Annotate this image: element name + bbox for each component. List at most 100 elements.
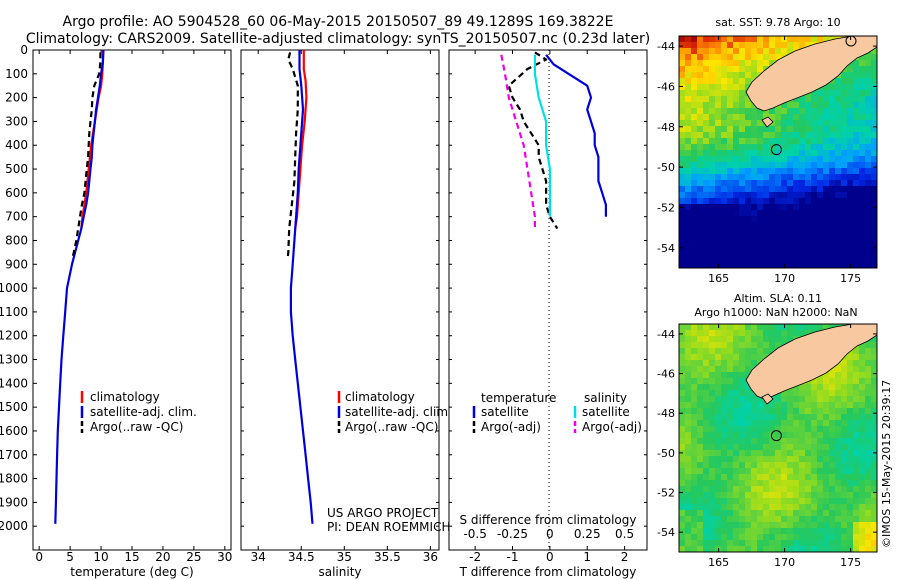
heatmap-cell bbox=[697, 252, 704, 259]
heatmap-cell bbox=[835, 240, 842, 247]
heatmap-cell bbox=[703, 408, 710, 415]
heatmap-cell bbox=[787, 480, 794, 487]
heatmap-cell bbox=[823, 372, 830, 379]
heatmap-cell bbox=[775, 180, 782, 187]
heatmap-cell bbox=[871, 438, 877, 445]
heatmap-cell bbox=[679, 432, 686, 439]
heatmap-cell bbox=[865, 390, 872, 397]
heatmap-cell bbox=[715, 126, 722, 133]
heatmap-cell bbox=[781, 156, 788, 163]
heatmap-cell bbox=[721, 114, 728, 121]
heatmap-cell bbox=[757, 60, 764, 67]
heatmap-cell bbox=[697, 174, 704, 181]
heatmap-cell bbox=[859, 192, 866, 199]
heatmap-cell bbox=[757, 234, 764, 241]
heatmap-cell bbox=[721, 492, 728, 499]
heatmap-cell bbox=[805, 450, 812, 457]
heatmap-cell bbox=[805, 492, 812, 499]
heatmap-cell bbox=[823, 222, 830, 229]
heatmap-cell bbox=[841, 90, 848, 97]
heatmap-cell bbox=[781, 204, 788, 211]
heatmap-cell bbox=[865, 384, 872, 391]
heatmap-cell bbox=[781, 258, 788, 265]
heatmap-cell bbox=[781, 174, 788, 181]
heatmap-cell bbox=[709, 216, 716, 223]
heatmap-cell bbox=[835, 108, 842, 115]
s-tick-label: 0 bbox=[546, 527, 554, 541]
heatmap-cell bbox=[775, 498, 782, 505]
heatmap-cell bbox=[703, 546, 710, 552]
heatmap-cell bbox=[841, 408, 848, 415]
heatmap-cell bbox=[799, 126, 806, 133]
heatmap-cell bbox=[835, 426, 842, 433]
heatmap-cell bbox=[763, 162, 770, 169]
heatmap-cell bbox=[727, 132, 734, 139]
heatmap-cell bbox=[757, 132, 764, 139]
heatmap-cell bbox=[805, 192, 812, 199]
heatmap-cell bbox=[859, 132, 866, 139]
heatmap-cell bbox=[685, 60, 692, 67]
heatmap-cell bbox=[787, 468, 794, 475]
heatmap-cell bbox=[739, 66, 746, 73]
heatmap-cell bbox=[709, 186, 716, 193]
heatmap-cell bbox=[733, 36, 740, 43]
heatmap-cell bbox=[865, 246, 872, 253]
heatmap-cell bbox=[721, 54, 728, 61]
heatmap-cell bbox=[769, 486, 776, 493]
heatmap-cell bbox=[769, 174, 776, 181]
heatmap-cell bbox=[835, 126, 842, 133]
heatmap-cell bbox=[691, 546, 698, 552]
heatmap-cell bbox=[685, 498, 692, 505]
heatmap-cell bbox=[793, 486, 800, 493]
heatmap-cell bbox=[721, 360, 728, 367]
heatmap-cell bbox=[685, 84, 692, 91]
heatmap-cell bbox=[685, 336, 692, 343]
heatmap-cell bbox=[835, 150, 842, 157]
heatmap-cell bbox=[757, 432, 764, 439]
heatmap-cell bbox=[697, 108, 704, 115]
heatmap-cell bbox=[721, 486, 728, 493]
heatmap-cell bbox=[841, 234, 848, 241]
heatmap-cell bbox=[829, 102, 836, 109]
heatmap-cell bbox=[721, 336, 728, 343]
heatmap-cell bbox=[697, 498, 704, 505]
heatmap-cell bbox=[871, 426, 877, 433]
heatmap-cell bbox=[679, 372, 686, 379]
heatmap-cell bbox=[799, 444, 806, 451]
heatmap-cell bbox=[817, 252, 824, 259]
heatmap-cell bbox=[703, 144, 710, 151]
heatmap-cell bbox=[853, 366, 860, 373]
y-tick-label: 1200 bbox=[0, 329, 28, 343]
heatmap-cell bbox=[835, 252, 842, 259]
heatmap-cell bbox=[751, 336, 758, 343]
heatmap-cell bbox=[817, 426, 824, 433]
heatmap-cell bbox=[847, 72, 854, 79]
heatmap-cell bbox=[859, 72, 866, 79]
heatmap-cell bbox=[721, 90, 728, 97]
heatmap-cell bbox=[721, 192, 728, 199]
heatmap-cell bbox=[691, 354, 698, 361]
heatmap-cell bbox=[745, 252, 752, 259]
heatmap-cell bbox=[709, 108, 716, 115]
heatmap-cell bbox=[841, 156, 848, 163]
heatmap-cell bbox=[739, 84, 746, 91]
heatmap-cell bbox=[775, 42, 782, 49]
heatmap-cell bbox=[787, 108, 794, 115]
heatmap-cell bbox=[811, 108, 818, 115]
temperature-xlabel: temperature (deg C) bbox=[70, 565, 193, 579]
heatmap-cell bbox=[853, 390, 860, 397]
heatmap-cell bbox=[859, 168, 866, 175]
heatmap-cell bbox=[697, 210, 704, 217]
heatmap-cell bbox=[829, 462, 836, 469]
heatmap-cell bbox=[691, 186, 698, 193]
heatmap-cell bbox=[691, 96, 698, 103]
heatmap-cell bbox=[775, 426, 782, 433]
heatmap-cell bbox=[811, 186, 818, 193]
heatmap-cell bbox=[793, 444, 800, 451]
heatmap-cell bbox=[685, 252, 692, 259]
heatmap-cell bbox=[745, 486, 752, 493]
heatmap-cell bbox=[745, 528, 752, 535]
heatmap-cell bbox=[769, 162, 776, 169]
heatmap-cell bbox=[739, 408, 746, 415]
heatmap-cell bbox=[793, 426, 800, 433]
